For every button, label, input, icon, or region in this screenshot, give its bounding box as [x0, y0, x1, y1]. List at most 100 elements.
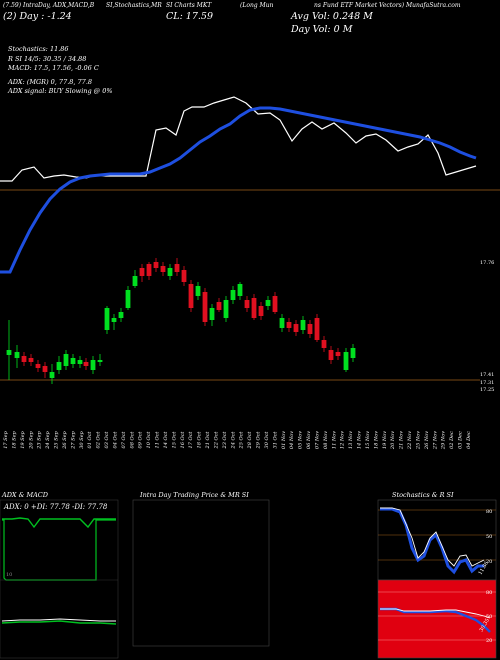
date-label: 18 Oct: [197, 431, 203, 449]
date-label: 02 Oct: [96, 431, 102, 449]
intraday-panel: [132, 499, 270, 647]
candle-body: [279, 318, 285, 328]
macd-label: MACD: 17.5, 17.56, -0.06 C: [8, 64, 99, 72]
candle-body: [237, 284, 243, 296]
date-label: 21 Oct: [205, 431, 211, 450]
date-label: 28 Oct: [247, 431, 253, 450]
date-label: 19 Sep: [20, 430, 26, 448]
candle-body: [350, 348, 356, 358]
candle-body: [104, 308, 110, 330]
adx-bottom-line: [2, 519, 116, 581]
date-label: 27 Nov: [432, 431, 438, 450]
date-label: 15 Nov: [365, 431, 371, 449]
date-label: 21 Nov: [399, 431, 405, 450]
date-label: 08 Nov: [323, 431, 329, 449]
rsi-label-20: 20: [486, 638, 492, 644]
date-label: 04 Oct: [112, 431, 118, 449]
candle-body: [28, 358, 34, 362]
candle-body: [265, 300, 271, 306]
candle-body: [118, 312, 124, 318]
date-label: 22 Oct: [213, 431, 219, 450]
macd-signal-line: [1, 620, 117, 625]
date-label: 10 Oct: [146, 431, 152, 449]
date-label: 30 Sep: [79, 430, 85, 448]
date-label: 20 Nov: [390, 431, 396, 450]
date-label: 18 Sep: [11, 430, 17, 448]
candle-body: [209, 308, 215, 320]
candle-body: [244, 300, 250, 308]
day-volume: Day Vol: 0 M: [291, 24, 353, 35]
date-label: 08 Oct: [129, 431, 135, 449]
date-label: 06 Nov: [306, 431, 312, 449]
stoch-label-20: 20: [486, 559, 492, 565]
candle-body: [188, 284, 194, 308]
candle-body: [300, 320, 306, 330]
date-label: 11 Nov: [331, 431, 337, 449]
price-label-low2: 17.31: [480, 380, 494, 386]
candle-body: [90, 360, 96, 370]
candle-body: [272, 296, 278, 312]
candle-body: [328, 350, 334, 360]
price-close: CL: 17.59: [166, 11, 213, 22]
date-label: 01 Nov: [281, 431, 287, 449]
date-label: 17 Oct: [188, 431, 194, 449]
candle-body: [174, 264, 180, 272]
adx-line: [2, 517, 116, 529]
adx-panel-title: ADX & MACD: [2, 491, 48, 499]
price-label-top: 17.76: [480, 260, 494, 266]
date-label: 25 Oct: [239, 431, 245, 450]
header-line1e: ns Fund ETF Market Vectors) MunafaSutra.…: [314, 2, 461, 9]
date-label: 20 Sep: [28, 430, 34, 449]
candle-body: [251, 298, 257, 318]
candle-body: [139, 268, 145, 276]
date-label: 14 Oct: [163, 431, 169, 449]
stoch-blue-line: [380, 507, 484, 575]
candle-body: [56, 362, 62, 370]
candle-body: [181, 270, 187, 282]
candle-body: [97, 360, 103, 362]
candle-body: [343, 352, 349, 370]
date-label: 27 Sep: [70, 430, 76, 449]
date-label: 18 Nov: [373, 431, 379, 449]
candle-body: [111, 318, 117, 322]
date-label: 24 Oct: [230, 431, 236, 450]
main-chart: 17.76 17.41 17.31 17.25 17 Sep 18 Sep 19 S…: [0, 96, 500, 450]
date-label: 07 Nov: [314, 431, 320, 449]
date-label: 13 Nov: [348, 431, 354, 449]
rsi-panel: [377, 579, 497, 659]
date-label: 15 Oct: [171, 431, 177, 449]
stoch-label-50: 50: [486, 534, 492, 540]
candle-body: [202, 292, 208, 322]
date-label: 07 Oct: [121, 431, 127, 449]
date-label: 02 Dec: [449, 431, 455, 449]
date-label: 09 Oct: [138, 431, 144, 449]
candle-body: [160, 266, 166, 272]
date-label: 29 Nov: [441, 431, 447, 450]
candle-body: [70, 358, 76, 364]
date-label: 23 Oct: [222, 431, 228, 450]
price-line: [0, 96, 477, 182]
candle-body: [223, 300, 229, 318]
date-axis: 17 Sep 18 Sep 19 Sep 20 Sep 23 Sep 24 Sep 25 S…: [3, 430, 472, 450]
adx-label: ADX: (MGR) 0, 77.8, 77.8: [8, 78, 93, 86]
moving-average-line: [0, 106, 477, 274]
date-label: 01 Oct: [87, 431, 93, 449]
rsi-label-50: 50: [486, 614, 492, 620]
date-label: 31 Oct: [272, 431, 278, 449]
adx-value-text: ADX: 0 +DI: 77.78 -DI: 77.78: [3, 503, 108, 511]
candle-body: [216, 302, 222, 310]
rsi-value-label: 30.35: [479, 618, 491, 633]
candle-body: [314, 318, 320, 340]
stoch-panel: [377, 499, 497, 581]
candle-body: [83, 362, 89, 366]
date-label: 17 Sep: [3, 430, 9, 448]
macd-line: [1, 618, 116, 622]
date-label: 04 Dec: [466, 431, 472, 449]
header-line2: (2) Day : -1.24: [3, 11, 72, 22]
date-label: 03 Dec: [458, 431, 464, 449]
candle-body: [42, 366, 48, 372]
candle-body: [153, 262, 159, 268]
avg-volume: Avg Vol: 0.248 M: [291, 11, 373, 22]
date-label: 04 Nov: [289, 431, 295, 449]
candle-body: [335, 352, 341, 356]
